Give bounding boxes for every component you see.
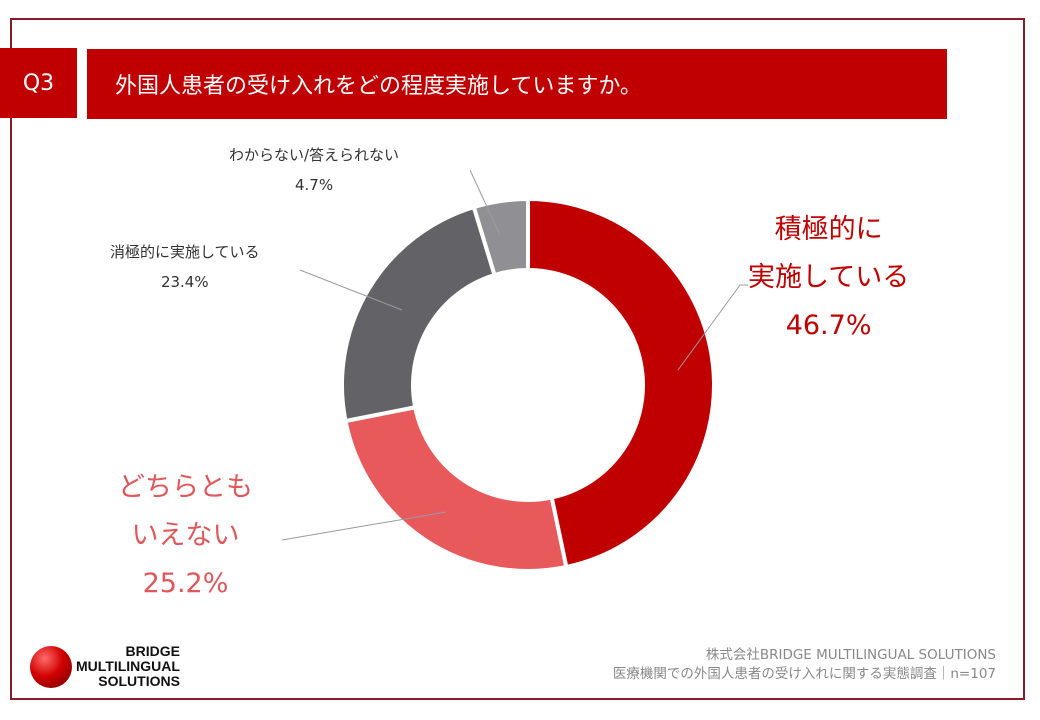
- leader-line-slice-active: [677, 284, 748, 371]
- label-neutral-line1: どちらとも: [118, 472, 253, 503]
- leader-line-slice-unknown: [469, 169, 501, 236]
- leader-line-slice-neutral: [281, 511, 447, 541]
- company-logo: BRIDGE MULTILINGUAL SOLUTIONS: [30, 644, 180, 689]
- slide-frame: [10, 18, 1025, 700]
- label-unknown-value: 4.7%: [294, 176, 334, 194]
- question-number: Q3: [0, 48, 77, 118]
- logo-line3: SOLUTIONS: [98, 673, 180, 689]
- logo-line1: BRIDGE: [125, 643, 180, 659]
- label-passive-value: 23.4%: [160, 273, 209, 291]
- label-passive: 消極的に実施している 23.4%: [110, 237, 260, 297]
- source-survey: 医療機関での外国人患者の受け入れに関する実態調査｜n=107: [612, 666, 996, 682]
- question-title: 外国人患者の受け入れをどの程度実施していますか。: [87, 49, 947, 119]
- label-passive-line1: 消極的に実施している: [110, 243, 260, 261]
- label-neutral-line2: いえない: [131, 520, 240, 551]
- label-active-line1: 積極的に: [774, 214, 883, 245]
- label-active-line2: 実施している: [748, 262, 910, 293]
- label-neutral-value: 25.2%: [142, 568, 229, 599]
- logo-sphere-icon: [30, 645, 72, 688]
- source-company: 株式会社BRIDGE MULTILINGUAL SOLUTIONS: [705, 647, 996, 663]
- slice-active: [526, 196, 716, 570]
- source-note: 株式会社BRIDGE MULTILINGUAL SOLUTIONS 医療機関での…: [613, 646, 996, 684]
- slice-neutral: [343, 404, 569, 573]
- label-active: 積極的に 実施している 46.7%: [748, 206, 909, 350]
- label-neutral: どちらとも いえない 25.2%: [118, 464, 253, 608]
- label-active-value: 46.7%: [785, 310, 872, 341]
- label-unknown-line1: わからない/答えられない: [229, 146, 400, 164]
- slice-unknown: [471, 196, 530, 278]
- logo-line2: MULTILINGUAL: [76, 658, 180, 674]
- label-unknown: わからない/答えられない 4.7%: [229, 140, 399, 200]
- slice-passive: [340, 204, 498, 424]
- leader-line-slice-passive: [299, 269, 403, 311]
